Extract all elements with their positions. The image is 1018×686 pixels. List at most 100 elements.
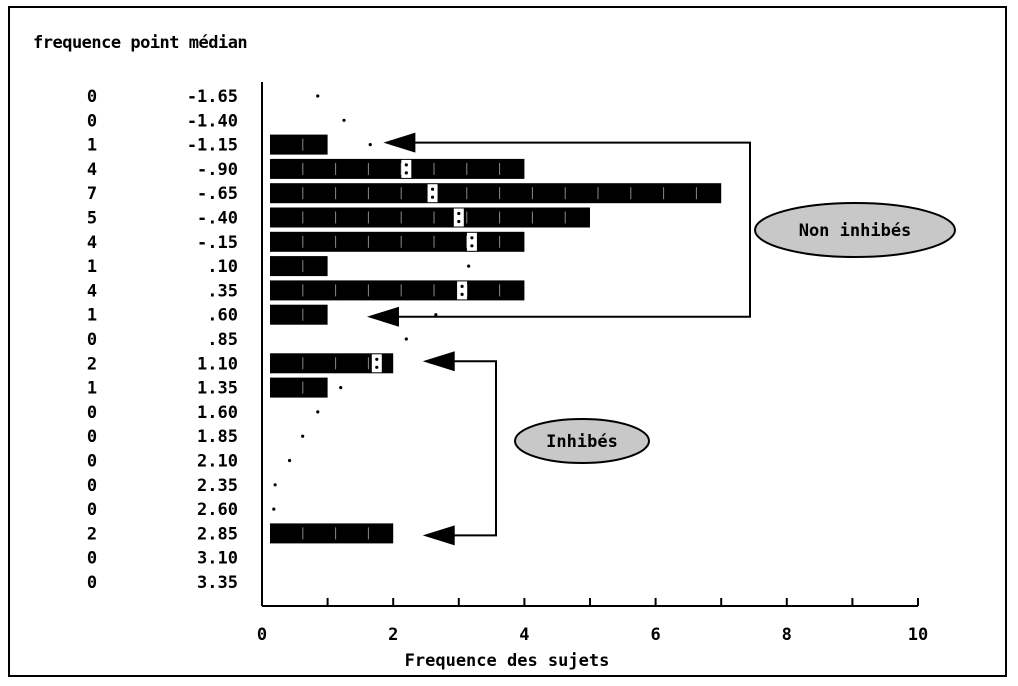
row-midpoint: 3.10: [197, 549, 238, 569]
annotation-non-inhibes: Non inhibés: [366, 132, 956, 327]
curve-dot: [287, 458, 292, 463]
row-midpoint: 2.85: [197, 524, 238, 544]
label-ellipse: [754, 202, 956, 258]
bar-fill: [270, 231, 525, 252]
curve-dot: [467, 264, 471, 268]
row-midpoint: .60: [207, 306, 238, 326]
row-frequency: 0: [87, 330, 97, 350]
curve-dot: [273, 483, 277, 487]
curve-dot: [316, 94, 320, 98]
curve-dot: [375, 357, 379, 361]
x-tick-label: 10: [908, 625, 928, 645]
curve-dot: [457, 219, 461, 224]
bar: [270, 158, 525, 179]
row-midpoint: 1.35: [197, 379, 238, 399]
row-frequency: 0: [87, 403, 97, 423]
bar-fill: [270, 256, 328, 277]
bar: [270, 256, 328, 277]
annotations: Non inhibés Inhibés: [366, 132, 956, 546]
curve-dot: [404, 171, 408, 175]
row-frequency: 2: [87, 354, 97, 374]
axes: 0 2 4 6 8 10: [257, 82, 928, 645]
chart-frame: [8, 6, 1007, 677]
bar-fill: [270, 304, 328, 325]
bar: [270, 353, 394, 374]
curve-dot: [460, 284, 464, 288]
x-tick-label: 0: [257, 625, 267, 645]
row-labels: 0 -1.65 0 -1.40 1 -1.15 4 -.90 7 -.65 5 -.40 4 -.15 1.…: [87, 87, 238, 593]
row-frequency: 0: [87, 452, 97, 472]
curve-dot: [316, 410, 320, 414]
curve-dot: [342, 118, 346, 122]
row-frequency: 1: [87, 379, 97, 399]
row-midpoint: -.40: [197, 209, 238, 229]
row-frequency: 4: [87, 281, 97, 301]
curve-gap: [401, 159, 412, 178]
curve-dot: [430, 187, 435, 191]
row-frequency: 5: [87, 209, 97, 229]
curve-gap: [427, 184, 438, 203]
bar: [270, 231, 525, 252]
row-midpoint: -1.40: [187, 111, 238, 131]
row-frequency: 0: [87, 573, 97, 593]
row-frequency: 0: [87, 549, 97, 569]
row-midpoint: 1.60: [197, 403, 238, 423]
curve-gap: [371, 354, 382, 373]
curve-dot: [368, 143, 372, 147]
row-midpoint: .10: [207, 257, 238, 277]
bar: [270, 183, 722, 204]
row-midpoint: -1.15: [187, 136, 238, 156]
curve-dot: [339, 386, 343, 390]
x-tick-label: 8: [782, 625, 792, 645]
row-midpoint: 2.35: [197, 476, 238, 496]
row-frequency: 1: [87, 136, 97, 156]
row-midpoint: 2.10: [197, 452, 238, 472]
row-frequency: 0: [87, 87, 97, 107]
arrow-head: [383, 132, 416, 153]
row-midpoint: -1.65: [187, 87, 238, 107]
row-midpoint: -.15: [197, 233, 238, 253]
bar-fill: [270, 183, 722, 204]
bar-fill: [270, 207, 590, 228]
expected-curve: [272, 94, 477, 511]
row-frequency: 1: [87, 257, 97, 277]
curve-dot: [434, 313, 438, 317]
row-midpoint: -.90: [197, 160, 238, 180]
bar-fill: [270, 377, 328, 398]
curve-dot: [470, 236, 474, 240]
curve-dot: [272, 507, 276, 511]
chart-title: frequence point médian: [33, 33, 248, 53]
bar: [270, 207, 590, 228]
row-midpoint: .35: [207, 281, 238, 301]
annotation-inhibes: Inhibés: [422, 351, 650, 546]
row-midpoint: .85: [207, 330, 238, 350]
row-midpoint: 3.35: [197, 573, 238, 593]
x-axis-label: Frequence des sujets: [405, 651, 610, 671]
bracket-line: [445, 360, 497, 537]
row-frequency: 0: [87, 111, 97, 131]
bar-fill: [270, 523, 394, 544]
row-frequency: 4: [87, 233, 97, 253]
x-tick-label: 2: [388, 625, 398, 645]
curve-gap: [457, 281, 468, 300]
x-tick-label: 6: [650, 625, 660, 645]
row-frequency: 2: [87, 524, 97, 544]
row-midpoint: 1.85: [197, 427, 238, 447]
curve-dot: [470, 244, 474, 248]
bar: [270, 134, 328, 155]
row-frequency: 0: [87, 427, 97, 447]
bar-fill: [270, 158, 525, 179]
bar-fill: [270, 134, 328, 155]
row-frequency: 0: [87, 500, 97, 520]
row-frequency: 7: [87, 184, 97, 204]
curve-gap: [453, 208, 464, 227]
bar: [270, 304, 328, 325]
curve-dot: [430, 195, 435, 199]
annotation-label: Non inhibés: [799, 221, 912, 241]
arrow-head: [422, 525, 455, 546]
bar-fill: [270, 280, 525, 301]
label-ellipse: [514, 418, 650, 464]
bar: [270, 280, 525, 301]
curve-dot: [457, 211, 461, 216]
arrow-head: [366, 306, 399, 327]
